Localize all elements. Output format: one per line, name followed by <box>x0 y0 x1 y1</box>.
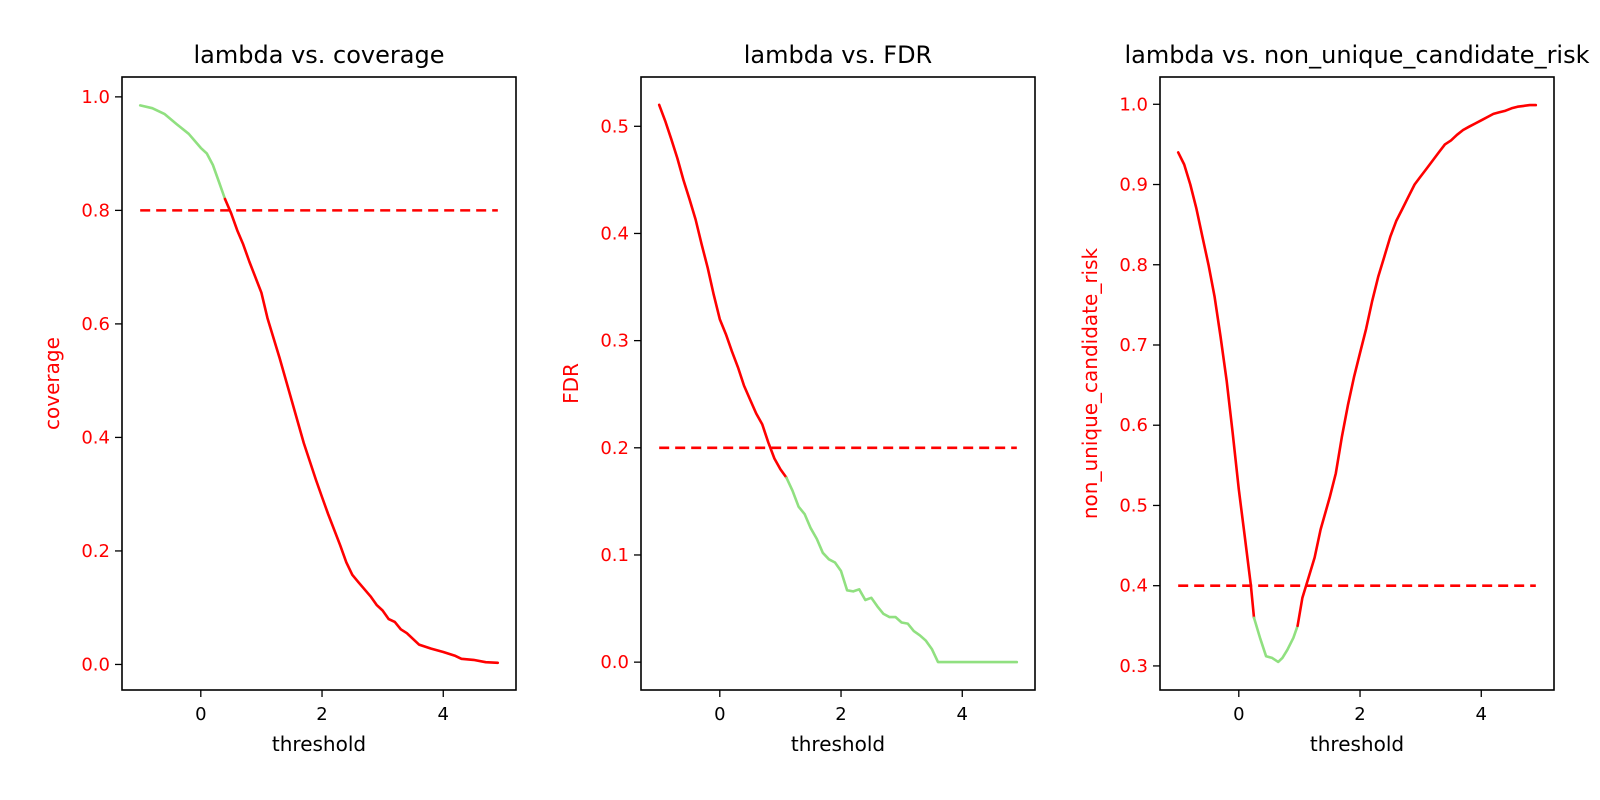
x-tick-label: 4 <box>1476 704 1487 725</box>
y-axis-label: coverage <box>40 337 64 430</box>
y-tick-label: 0.2 <box>600 438 629 459</box>
x-axis-label: threshold <box>1310 732 1404 756</box>
y-tick-label: 0.5 <box>1119 495 1148 516</box>
risk-segment-line <box>1176 151 1256 620</box>
chart-title: lambda vs. FDR <box>744 41 932 69</box>
axes-frame <box>121 76 517 691</box>
y-tick-label: 0.0 <box>81 654 110 675</box>
risk-segment-line <box>657 103 788 480</box>
x-tick-label: 2 <box>316 704 327 725</box>
y-tick-label: 0.3 <box>600 331 629 352</box>
panel-coverage: lambda vs. coverage 0 2 4 0.0 0.2 0.4 0.6 0.8 1.0… <box>40 41 517 756</box>
x-tick-label: 0 <box>714 704 725 725</box>
x-tick-label: 0 <box>195 704 206 725</box>
y-tick-label: 0.9 <box>1119 175 1148 196</box>
safe-segment-line <box>785 476 1019 664</box>
y-tick-label: 0.5 <box>600 116 629 137</box>
y-axis-label: FDR <box>559 363 583 404</box>
panel-fdr: lambda vs. FDR 0 2 4 0.0 0.1 0.2 0.3 0.4 0.5 thres… <box>559 41 1036 756</box>
x-tick-label: 2 <box>1354 704 1365 725</box>
y-tick-label: 1.0 <box>1119 94 1148 115</box>
safe-segment-line <box>138 104 227 201</box>
chart-title: lambda vs. non_unique_candidate_risk <box>1125 41 1590 69</box>
x-axis-label: threshold <box>791 732 885 756</box>
y-tick-label: 1.0 <box>81 87 110 108</box>
y-tick-label: 0.4 <box>600 223 629 244</box>
y-tick-label: 0.6 <box>1119 415 1148 436</box>
x-tick-label: 0 <box>1233 704 1244 725</box>
x-tick-label: 2 <box>835 704 846 725</box>
y-tick-label: 0.4 <box>81 427 110 448</box>
y-tick-label: 0.3 <box>1119 656 1148 677</box>
y-tick-label: 0.7 <box>1119 335 1148 356</box>
axes-frame <box>640 76 1036 691</box>
y-tick-label: 0.6 <box>81 314 110 335</box>
y-tick-label: 0.1 <box>600 545 629 566</box>
y-tick-label: 0.4 <box>1119 576 1148 597</box>
y-tick-label: 0.0 <box>600 652 629 673</box>
x-axis-label: threshold <box>272 732 366 756</box>
y-tick-label: 0.8 <box>81 200 110 221</box>
y-tick-label: 0.8 <box>1119 255 1148 276</box>
panel-non-unique-candidate-risk: lambda vs. non_unique_candidate_risk 0 2 4 0… <box>1078 41 1590 756</box>
risk-segment-line <box>1296 103 1538 628</box>
axes-frame <box>1159 76 1555 691</box>
chart-title: lambda vs. coverage <box>194 41 445 69</box>
risk-segment-line <box>223 197 500 665</box>
y-tick-label: 0.2 <box>81 541 110 562</box>
x-tick-label: 4 <box>957 704 968 725</box>
y-axis-label: non_unique_candidate_risk <box>1078 247 1102 519</box>
safe-segment-line <box>1252 616 1299 664</box>
x-tick-label: 4 <box>438 704 449 725</box>
